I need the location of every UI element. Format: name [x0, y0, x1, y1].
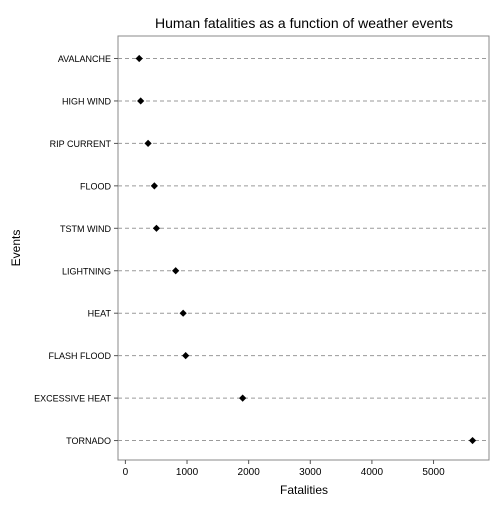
y-axis-label: Events [9, 230, 23, 267]
y-tick-label-flood: FLOOD [80, 181, 112, 191]
x-tick-label-5000: 5000 [422, 467, 445, 478]
y-tick-label-tstm-wind: TSTM WIND [60, 224, 111, 234]
y-tick-label-flash-flood: FLASH FLOOD [48, 351, 111, 361]
x-tick-label-2000: 2000 [238, 467, 261, 478]
x-tick-label-0: 0 [123, 467, 129, 478]
x-axis: 0 1000 2000 3000 4000 5000 [123, 460, 445, 478]
data-point-rip-current [144, 139, 152, 147]
x-axis-label: Fatalities [280, 483, 328, 497]
y-tick-label-high-wind: HIGH WIND [62, 96, 111, 106]
y-tick-label-lightning: LIGHTNING [62, 266, 111, 276]
data-point-tstm-wind [152, 224, 161, 232]
x-tick-label-4000: 4000 [361, 467, 384, 478]
data-point-flash-flood [182, 352, 190, 360]
data-point-tornado [468, 436, 477, 445]
x-tick-label-1000: 1000 [176, 467, 199, 478]
y-tick-label-excessive-heat: EXCESSIVE HEAT [34, 394, 111, 404]
data-point-lightning [172, 267, 180, 275]
data-points [135, 54, 477, 445]
data-point-heat [179, 309, 187, 317]
category-guide-lines [118, 58, 489, 442]
data-point-excessive-heat [239, 394, 247, 402]
plot-panel-border [117, 35, 490, 461]
data-point-avalanche [135, 54, 143, 63]
y-axis: AVALANCHE HIGH WIND RIP CURRENT FLOOD TSTM W… [34, 54, 118, 446]
y-tick-label-avalanche: AVALANCHE [58, 54, 111, 64]
x-tick-label-3000: 3000 [299, 467, 322, 478]
data-point-flood [150, 182, 158, 190]
y-tick-label-heat: HEAT [88, 309, 112, 319]
chart-title: Human fatalities as a function of weathe… [155, 15, 453, 31]
y-tick-label-tornado: TORNADO [66, 436, 111, 446]
y-tick-label-rip-current: RIP CURRENT [50, 139, 112, 149]
data-point-high-wind [137, 97, 145, 105]
